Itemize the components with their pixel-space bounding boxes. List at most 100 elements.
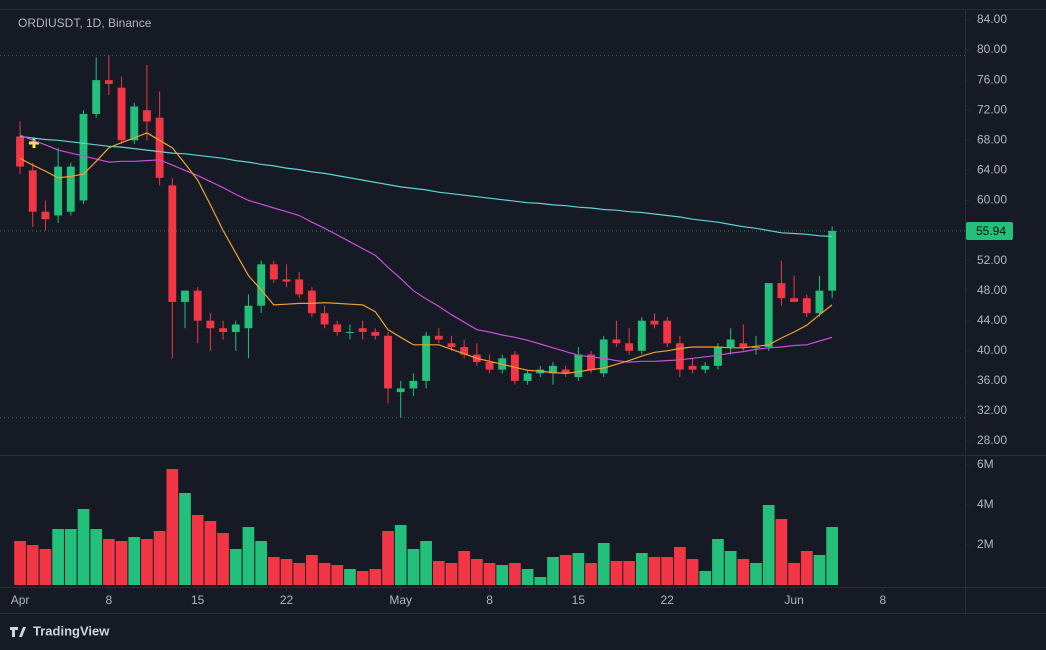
volume-bar bbox=[166, 469, 179, 585]
volume-bar bbox=[635, 553, 648, 585]
candle-body bbox=[371, 332, 380, 336]
y-tick-label: 52.00 bbox=[977, 253, 1007, 267]
candle-body bbox=[422, 335, 431, 381]
volume-bar bbox=[344, 569, 356, 585]
volume-bar bbox=[597, 543, 610, 585]
candle-body bbox=[358, 328, 367, 333]
candle-body bbox=[155, 117, 164, 178]
candle-body bbox=[549, 365, 557, 374]
candle-body bbox=[663, 320, 672, 344]
volume-bar bbox=[610, 561, 623, 585]
volume-bar bbox=[559, 555, 572, 585]
candle-body bbox=[320, 313, 329, 325]
candle-body bbox=[295, 279, 304, 295]
y-tick-label: 48.00 bbox=[977, 283, 1007, 297]
x-tick-label: Apr bbox=[11, 593, 30, 607]
volume-bar bbox=[471, 559, 483, 585]
candle-body bbox=[307, 290, 316, 314]
volume-bar bbox=[509, 563, 521, 585]
x-tick-label: 8 bbox=[880, 593, 887, 607]
candle-body bbox=[104, 80, 113, 84]
candle-body bbox=[79, 113, 88, 201]
last-price-label: 55.94 bbox=[976, 224, 1006, 238]
volume-bar bbox=[14, 541, 26, 585]
volume-bar bbox=[141, 539, 153, 585]
volume-bar bbox=[585, 563, 597, 585]
volume-bar bbox=[369, 569, 382, 585]
candle-body bbox=[587, 354, 595, 370]
volume-tick-label: 4M bbox=[977, 497, 994, 511]
marker bbox=[29, 138, 39, 148]
candle-body bbox=[396, 388, 405, 393]
x-tick-label: 22 bbox=[280, 593, 294, 607]
x-tick-label: 15 bbox=[191, 593, 205, 607]
y-tick-label: 44.00 bbox=[977, 313, 1007, 327]
volume-bar bbox=[661, 557, 674, 585]
volume-bar bbox=[191, 515, 204, 585]
candle-body bbox=[764, 283, 773, 348]
candle-body bbox=[244, 305, 253, 329]
volume-bar bbox=[826, 527, 838, 585]
candle-body bbox=[130, 106, 139, 141]
moving-average bbox=[19, 132, 833, 375]
volume-bar bbox=[179, 493, 191, 585]
candle-body bbox=[739, 343, 748, 348]
volume-bar bbox=[483, 563, 496, 585]
candle-body bbox=[92, 80, 101, 114]
candle-body bbox=[333, 324, 342, 333]
candle-body bbox=[790, 298, 799, 302]
candle-body bbox=[16, 136, 24, 167]
y-tick-label: 80.00 bbox=[977, 42, 1007, 56]
candle-body bbox=[777, 283, 786, 299]
candle-body bbox=[523, 373, 532, 381]
candle-body bbox=[434, 335, 443, 340]
candle-body bbox=[143, 110, 151, 122]
volume-bar bbox=[115, 541, 128, 585]
candle-body bbox=[409, 380, 418, 389]
x-tick-label: May bbox=[389, 593, 412, 607]
volume-bar bbox=[306, 555, 318, 585]
logo bbox=[10, 627, 26, 637]
candle-body bbox=[66, 166, 75, 212]
candle-body bbox=[815, 290, 824, 314]
candle-body bbox=[181, 290, 189, 302]
moving-average bbox=[19, 135, 833, 238]
candle-body bbox=[625, 343, 634, 351]
candle-body bbox=[168, 185, 177, 302]
volume-bar bbox=[623, 561, 635, 585]
volume-bar bbox=[775, 519, 788, 585]
volume-bar bbox=[762, 505, 775, 585]
volume-bar bbox=[153, 531, 166, 585]
x-tick-label: 15 bbox=[572, 593, 586, 607]
volume-bar bbox=[648, 557, 661, 585]
candle-body bbox=[219, 328, 228, 333]
candle-body bbox=[384, 335, 392, 389]
candle-body bbox=[714, 347, 722, 366]
volume-bar bbox=[420, 541, 432, 585]
volume-bar bbox=[445, 563, 458, 585]
y-tick-label: 28.00 bbox=[977, 433, 1007, 447]
candle-body bbox=[828, 230, 837, 291]
moving-average bbox=[19, 134, 833, 363]
candle-body bbox=[41, 211, 50, 220]
volume-bar bbox=[39, 549, 52, 585]
volume-bar bbox=[280, 559, 293, 585]
candle-body bbox=[231, 324, 240, 333]
candle-body bbox=[561, 369, 570, 374]
candle-body bbox=[346, 332, 354, 334]
volume-bar bbox=[52, 529, 64, 585]
y-tick-label: 36.00 bbox=[977, 373, 1007, 387]
candle-body bbox=[726, 339, 735, 348]
volume-bar bbox=[267, 557, 280, 585]
volume-bar bbox=[572, 553, 585, 585]
candle-body bbox=[612, 339, 621, 344]
volume-bar bbox=[458, 551, 471, 585]
volume-bar bbox=[356, 571, 369, 585]
volume-bar bbox=[813, 555, 826, 585]
volume-bar bbox=[521, 569, 534, 585]
x-tick-label: Jun bbox=[784, 593, 803, 607]
volume-tick-label: 2M bbox=[977, 537, 994, 551]
volume-bar bbox=[255, 541, 267, 585]
